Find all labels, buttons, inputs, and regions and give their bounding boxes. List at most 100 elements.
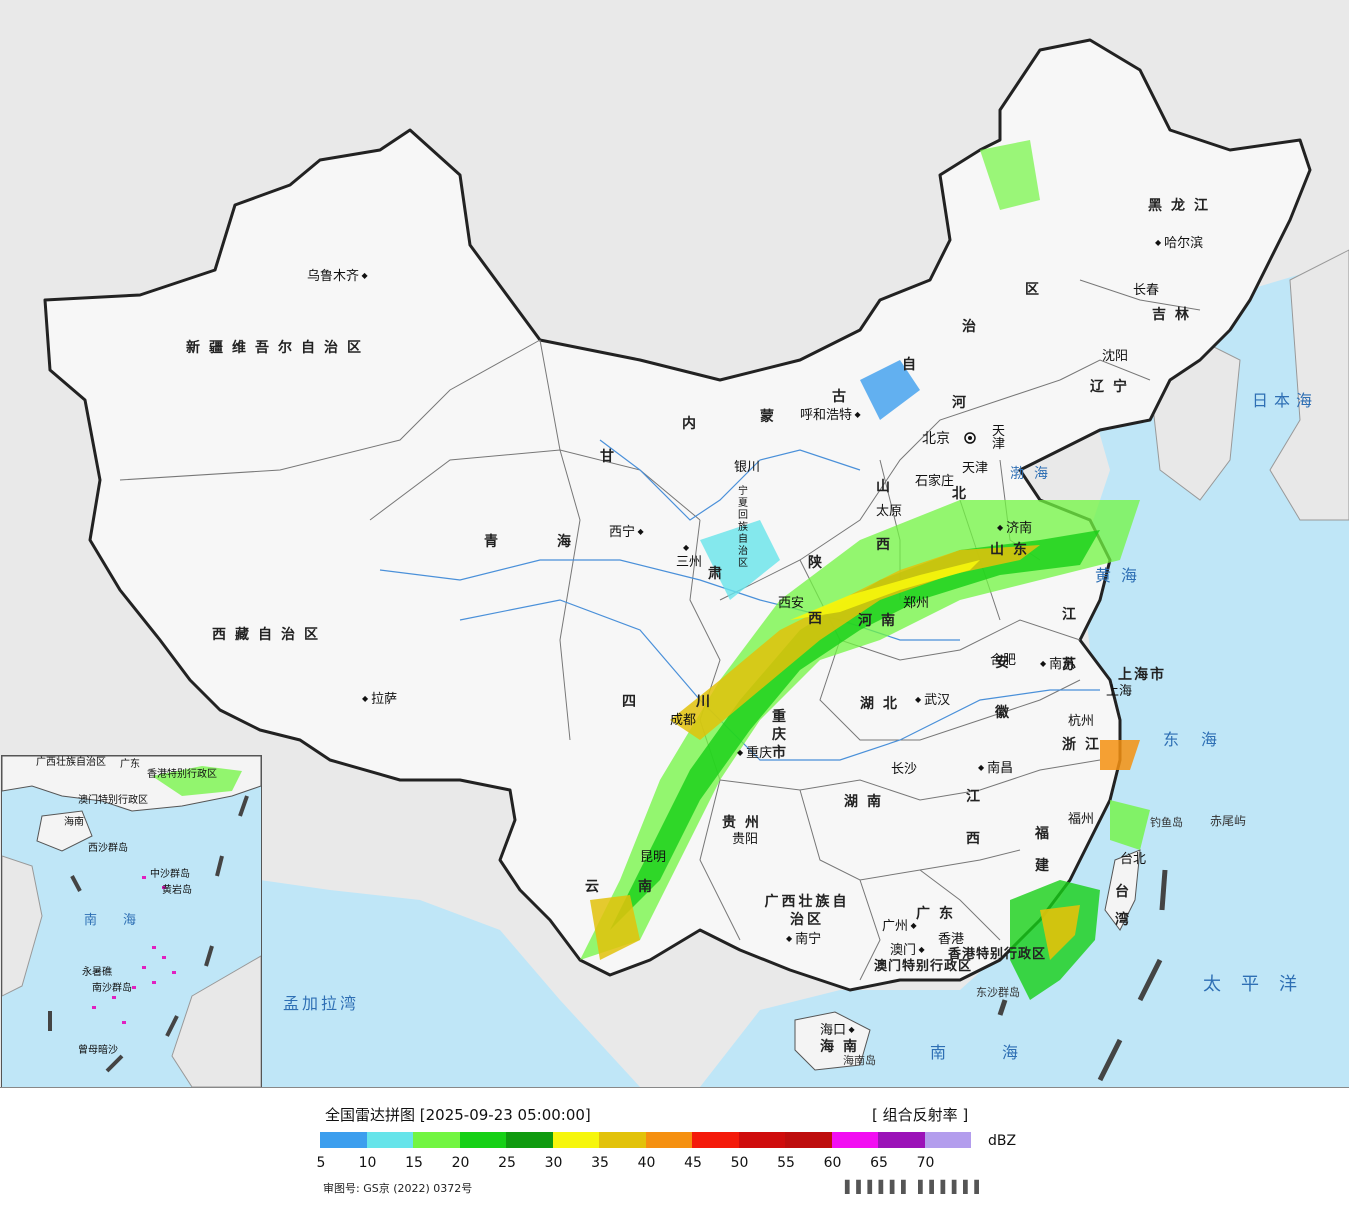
inset-label-nansha: 南沙群岛 (92, 983, 132, 994)
region-label-qinghai-1: 青 (484, 534, 507, 550)
legend-product: [ 组合反射率 ] (872, 1106, 969, 1124)
region-label-yunnan-1: 云 (585, 879, 608, 895)
sea-huanghai: 黄海 (1095, 566, 1148, 585)
city-hohhot: 呼和浩特 (800, 409, 861, 422)
legend-swatch (738, 1132, 785, 1148)
inset-label-nanhai: 南海 (84, 913, 163, 928)
approval-number: 审图号: GS京 (2022) 0372号 (323, 1182, 473, 1195)
city-guiyang: 贵阳 (732, 832, 759, 847)
region-label-shanghai: 上海市 (1118, 667, 1166, 683)
city-yinchuan: 银川 (734, 460, 761, 475)
legend-swatch (413, 1132, 460, 1148)
city-taiyuan: 太原 (876, 504, 903, 519)
city-chengdu: 成都 (670, 713, 697, 728)
city-zhengzhou: 郑州 (903, 596, 930, 611)
city-haikou: 海口 (820, 1024, 855, 1037)
watermark: ▌▌▌▌▌▌ ▌▌▌▌▌▌ (845, 1180, 986, 1194)
region-label-hebei-2: 北 (952, 486, 975, 502)
legend-swatch (320, 1132, 367, 1148)
island-chiwei: 赤尾屿 (1210, 814, 1247, 828)
city-nanjing: 南京 (1040, 658, 1075, 671)
city-urumqi: 乌鲁木齐 (307, 270, 368, 283)
region-label-liaoning: 辽宁 (1090, 379, 1136, 395)
region-label-xinjiang: 新疆维吾尔自治区 (186, 340, 370, 356)
inset-label-zhongsha: 中沙群岛 (150, 869, 190, 880)
sea-bengal: 孟加拉湾 (283, 994, 360, 1013)
legend-ticks: 5 10 15 20 25 30 35 40 45 50 55 60 65 70 (0, 1155, 1349, 1173)
city-hongkong: 香港 (938, 932, 965, 947)
inset-label-yongshu: 永暑礁 (82, 967, 112, 978)
region-label-nm-6: 区 (1025, 282, 1048, 298)
inset-label-hainan: 海南 (64, 817, 84, 828)
region-label-hunan: 湖南 (844, 794, 890, 810)
region-label-shandong: 山东 (990, 542, 1036, 558)
legend-tick-label: 15 (405, 1155, 423, 1171)
region-label-guangdong: 广东 (916, 906, 962, 922)
sea-bohai: 渤海 (1010, 466, 1058, 482)
island-diaoyu: 钓鱼岛 (1150, 816, 1183, 829)
region-label-shanxi-1: 山 (876, 479, 899, 495)
region-label-gansu-1: 甘 (600, 449, 623, 465)
sea-donghai: 东海 (1163, 730, 1240, 749)
inset-label-hongkong: 香港特别行政区 (147, 769, 217, 780)
legend-tick-label: 30 (544, 1155, 563, 1171)
legend-tick-label: 70 (916, 1155, 935, 1171)
region-label-zhejiang: 浙江 (1062, 737, 1108, 753)
legend-swatch (924, 1132, 971, 1148)
region-label-jilin: 吉林 (1152, 307, 1198, 323)
region-label-fujian: 福建 (1035, 826, 1049, 874)
region-label-heilongjiang: 黑龙江 (1148, 198, 1217, 214)
legend-tick-label: 5 (316, 1155, 326, 1171)
legend-title: 全国雷达拼图 [2025-09-23 05:00:00] (325, 1106, 591, 1124)
sea-pacific: 太平洋 (1203, 974, 1317, 995)
city-nanchang: 南昌 (978, 762, 1013, 775)
legend-tick-label: 40 (637, 1155, 656, 1171)
city-chongqing: 重庆 (737, 747, 772, 760)
legend-swatch (599, 1132, 646, 1148)
region-label-ningxia: 宁夏回族自治区 (738, 486, 748, 569)
legend-tick-label: 45 (684, 1155, 702, 1171)
legend-swatch (366, 1132, 413, 1148)
legend-color-bar (320, 1132, 971, 1148)
legend-tick-label: 35 (591, 1155, 609, 1171)
city-shenyang: 沈阳 (1102, 349, 1129, 364)
city-hangzhou: 杭州 (1068, 714, 1095, 729)
inset-graphic (2, 756, 261, 1087)
city-shijiazhuang: 石家庄 (915, 474, 955, 489)
legend-tick-label: 20 (451, 1155, 470, 1171)
region-label-tianjin: 天津 (992, 424, 1006, 452)
city-kunming: 昆明 (640, 850, 667, 865)
legend-swatch (552, 1132, 599, 1148)
region-label-sichuan-2: 川 (696, 694, 719, 710)
city-nanning: 南宁 (786, 933, 821, 946)
sea-nanhai: 南海 (930, 1043, 1075, 1062)
region-label-hubei: 湖北 (860, 696, 906, 712)
city-xian: 西安 (778, 596, 805, 611)
inset-label-guangxi: 广西壮族自治区 (36, 757, 106, 768)
legend-tick-label: 25 (498, 1155, 516, 1171)
region-label-sanzhou: 三州 (676, 555, 703, 570)
legend-swatch (878, 1132, 925, 1148)
region-label-macau: 澳门特别行政区 (874, 959, 973, 974)
region-label-taiwan: 台湾 (1115, 884, 1129, 928)
region-label-jiangxi: 江西 (966, 789, 980, 847)
province-boundaries (119, 279, 1201, 981)
city-harbin: 哈尔滨 (1155, 237, 1203, 250)
region-label-qinghai-2: 海 (557, 534, 580, 550)
region-label-nm-4: 自 (902, 357, 925, 373)
region-label-nm-1: 内 (682, 416, 705, 432)
city-beijing: 北京 (922, 431, 950, 447)
island-hainan: 海南岛 (843, 1054, 876, 1067)
sea-japan: 日本海 (1252, 391, 1319, 410)
inset-label-xisha: 西沙群岛 (88, 843, 128, 854)
legend-swatch (645, 1132, 692, 1148)
beijing-marker (964, 432, 976, 444)
legend-swatch (785, 1132, 832, 1148)
city-jinan: 济南 (997, 522, 1032, 535)
inset-label-zengmu: 曾母暗沙 (78, 1045, 118, 1056)
region-label-nm-5: 治 (962, 319, 985, 335)
city-wuhan: 武汉 (915, 694, 950, 707)
bay-of-bengal-area (260, 880, 640, 1087)
radar-echo-band (580, 140, 1150, 1000)
region-label-yunnan-2: 南 (638, 879, 661, 895)
